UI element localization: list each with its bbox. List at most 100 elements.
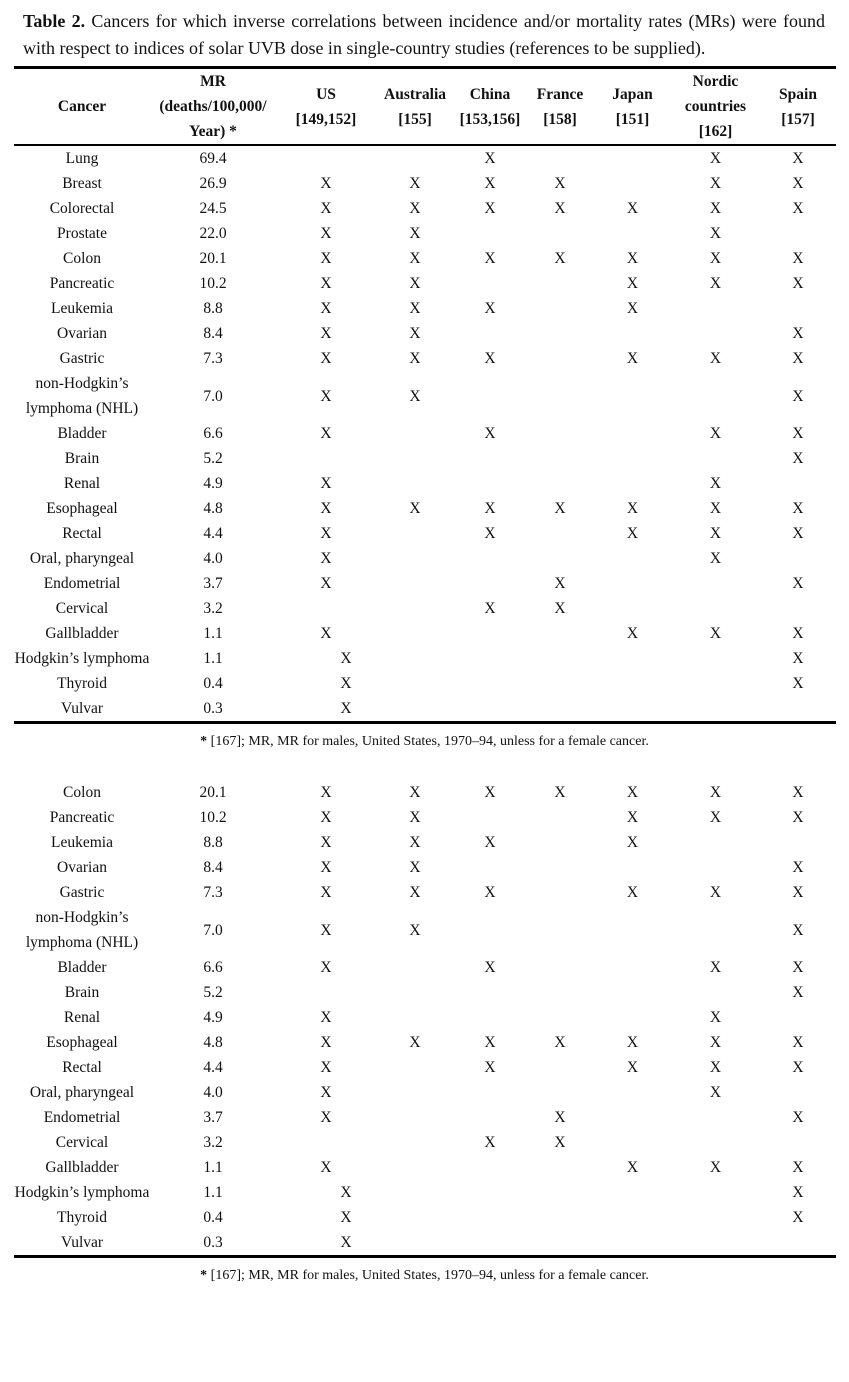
mark-cell-china (454, 646, 526, 671)
mark-cell-australia: X (409, 884, 421, 901)
mark-cell-nordic (671, 1105, 760, 1130)
mr-value-cell: 3.7 (203, 575, 223, 592)
mark-cell-australia (376, 1080, 454, 1105)
mr-value-cell: 4.0 (203, 550, 223, 567)
cancer-name-cell: Gallbladder (45, 625, 119, 642)
mark-cell-australia: X (409, 175, 421, 192)
mark-cell-australia (376, 696, 454, 723)
mark-cell-nordic: X (709, 525, 722, 542)
col-header-us: US [149,152] (276, 67, 376, 146)
mark-cell-spain (760, 1230, 836, 1257)
mr-value-cell: 1.1 (203, 625, 223, 642)
mark-cell-us: X (320, 625, 332, 642)
mark-cell-france: X (554, 500, 566, 517)
mark-cell-australia (376, 546, 454, 571)
table-row: Cervical 3.2 X X (14, 596, 836, 621)
mr-value-cell: 5.2 (203, 984, 223, 1001)
table-row: Brain 5.2 X (14, 446, 836, 471)
cancer-name-cell: Breast (62, 175, 102, 192)
mark-cell-france (526, 321, 594, 346)
mark-cell-china: X (484, 250, 496, 267)
col-header-spain: Spain [157] (760, 67, 836, 146)
table-row: Gastric 7.3 X X X X X X (14, 880, 836, 905)
mark-cell-china: X (484, 600, 496, 617)
mark-cell-spain: X (792, 650, 804, 667)
cancer-name-cell: Leukemia (51, 834, 113, 851)
mark-cell-france (526, 1005, 594, 1030)
cancer-name-cell: Gastric (59, 350, 105, 367)
mark-cell-japan (594, 171, 671, 196)
mark-cell-france (526, 880, 594, 905)
footnote-text: [167]; MR, MR for males, United States, … (207, 1268, 649, 1283)
mark-cell-nordic (671, 696, 760, 723)
mr-value-cell: 3.2 (203, 600, 223, 617)
mark-cell-nordic: X (709, 1084, 722, 1101)
mark-cell-china: X (484, 959, 496, 976)
cancer-name-cell: Ovarian (57, 859, 107, 876)
mark-cell-us: X (320, 300, 332, 317)
mark-cell-us: X (320, 525, 332, 542)
mark-cell-france (526, 1230, 594, 1257)
mark-cell-china (454, 1105, 526, 1130)
mark-cell-japan (594, 446, 671, 471)
mark-cell-france: X (554, 200, 566, 217)
mr-value-cell: 10.2 (199, 809, 227, 826)
cancer-name-cell: Rectal (62, 525, 102, 542)
mark-cell-nordic (671, 1230, 760, 1257)
mark-cell-us: X (320, 1109, 332, 1126)
mark-cell-france (526, 646, 594, 671)
mark-cell-china: X (484, 300, 496, 317)
mark-cell-japan: X (626, 300, 639, 317)
mark-cell-nordic: X (709, 959, 722, 976)
cancer-name-cell: Esophageal (46, 1034, 118, 1051)
mark-cell-australia: X (409, 225, 421, 242)
mark-cell-us (276, 980, 376, 1005)
table-caption: Table 2. Cancers for which inverse corre… (23, 8, 825, 62)
mark-cell-spain (760, 596, 836, 621)
mark-cell-us: X (320, 884, 332, 901)
mark-cell-france: X (554, 784, 566, 801)
mark-cell-china: X (484, 150, 496, 167)
mark-cell-australia: X (409, 325, 421, 342)
table-row: Ovarian 8.4 X X X (14, 855, 836, 880)
mark-cell-australia (376, 521, 454, 546)
mark-cell-japan: X (626, 834, 639, 851)
cancer-name-cell: Rectal (62, 1059, 102, 1076)
mark-cell-nordic: X (709, 500, 722, 517)
mark-cell-japan: X (626, 525, 639, 542)
mr-value-cell: 8.4 (203, 859, 223, 876)
mark-cell-australia (376, 145, 454, 171)
mark-cell-spain: X (792, 425, 804, 442)
cancer-name-cell: Bladder (57, 425, 107, 442)
mr-value-cell: 8.8 (203, 300, 223, 317)
mark-cell-us: X (320, 275, 332, 292)
mark-cell-france: X (554, 175, 566, 192)
cancer-name-cell: Renal (63, 1009, 101, 1026)
mark-cell-nordic (671, 855, 760, 880)
mark-cell-japan: X (626, 1059, 639, 1076)
mr-value-cell: 24.5 (199, 200, 227, 217)
mark-cell-nordic: X (709, 200, 722, 217)
mark-cell-japan: X (626, 250, 639, 267)
mr-value-cell: 26.9 (199, 175, 227, 192)
mark-cell-us: X (320, 959, 332, 976)
mark-cell-nordic (671, 1130, 760, 1155)
cancer-name-cell: Thyroid (57, 1209, 107, 1226)
cancer-name-cell: Cervical (55, 600, 109, 617)
mark-cell-spain: X (792, 350, 804, 367)
mark-cell-nordic (671, 646, 760, 671)
table-row: Leukemia 8.8 X X X X (14, 296, 836, 321)
mark-cell-spain: X (792, 150, 804, 167)
cancer-name-cell: Brain (64, 984, 100, 1001)
mark-cell-china (454, 855, 526, 880)
table-row: Prostate 22.0 X X X (14, 221, 836, 246)
mark-cell-nordic: X (709, 1034, 722, 1051)
mark-cell-australia (376, 1230, 454, 1257)
table-row: Endometrial 3.7 X X X (14, 571, 836, 596)
col-header-france: France [158] (526, 67, 594, 146)
mark-cell-us: X (320, 200, 332, 217)
cancer-name-cell: Cervical (55, 1134, 109, 1151)
mark-cell-france (526, 1180, 594, 1205)
mr-value-cell: 7.3 (203, 350, 223, 367)
mark-cell-china (454, 621, 526, 646)
